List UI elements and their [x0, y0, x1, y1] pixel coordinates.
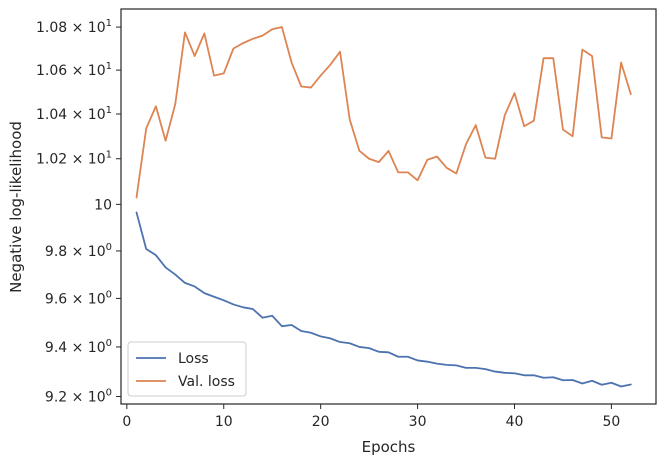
x-tick-label: 10	[215, 414, 233, 430]
plot-frame	[120, 8, 657, 405]
series-line-loss	[135, 211, 632, 388]
y-tick-label: 9.4 × 100	[45, 338, 112, 356]
y-tick-label: 9.6 × 100	[45, 289, 112, 307]
y-tick-label: 1.08 × 101	[36, 18, 112, 36]
x-axis: 0 10 20 30 40 50	[122, 404, 620, 430]
y-tick-label: 1.04 × 101	[36, 105, 112, 123]
y-tick-label: 1.06 × 101	[36, 61, 112, 79]
x-tick-label: 30	[409, 414, 427, 430]
legend: Loss Val. loss	[127, 341, 247, 397]
y-tick-label: 9.8 × 100	[45, 242, 112, 260]
x-tick-label: 50	[603, 414, 621, 430]
legend-label-val-loss: Val. loss	[178, 374, 235, 390]
x-tick-label: 0	[122, 414, 131, 430]
y-tick-label: 10	[94, 197, 112, 213]
x-tick-label: 20	[312, 414, 330, 430]
y-axis-label: Negative log-likelihood	[7, 121, 25, 293]
series-line-val-loss	[135, 26, 632, 199]
legend-label-loss: Loss	[178, 351, 209, 367]
x-tick-label: 40	[506, 414, 524, 430]
y-axis: 9.2 × 100 9.4 × 100 9.6 × 100 9.8 × 100 10 1.…	[36, 18, 121, 405]
x-axis-label: Epochs	[362, 438, 416, 456]
legend-box	[127, 341, 247, 397]
y-tick-label: 1.02 × 101	[36, 150, 112, 168]
plot-lines	[135, 26, 632, 388]
y-tick-label: 9.2 × 100	[45, 387, 112, 405]
